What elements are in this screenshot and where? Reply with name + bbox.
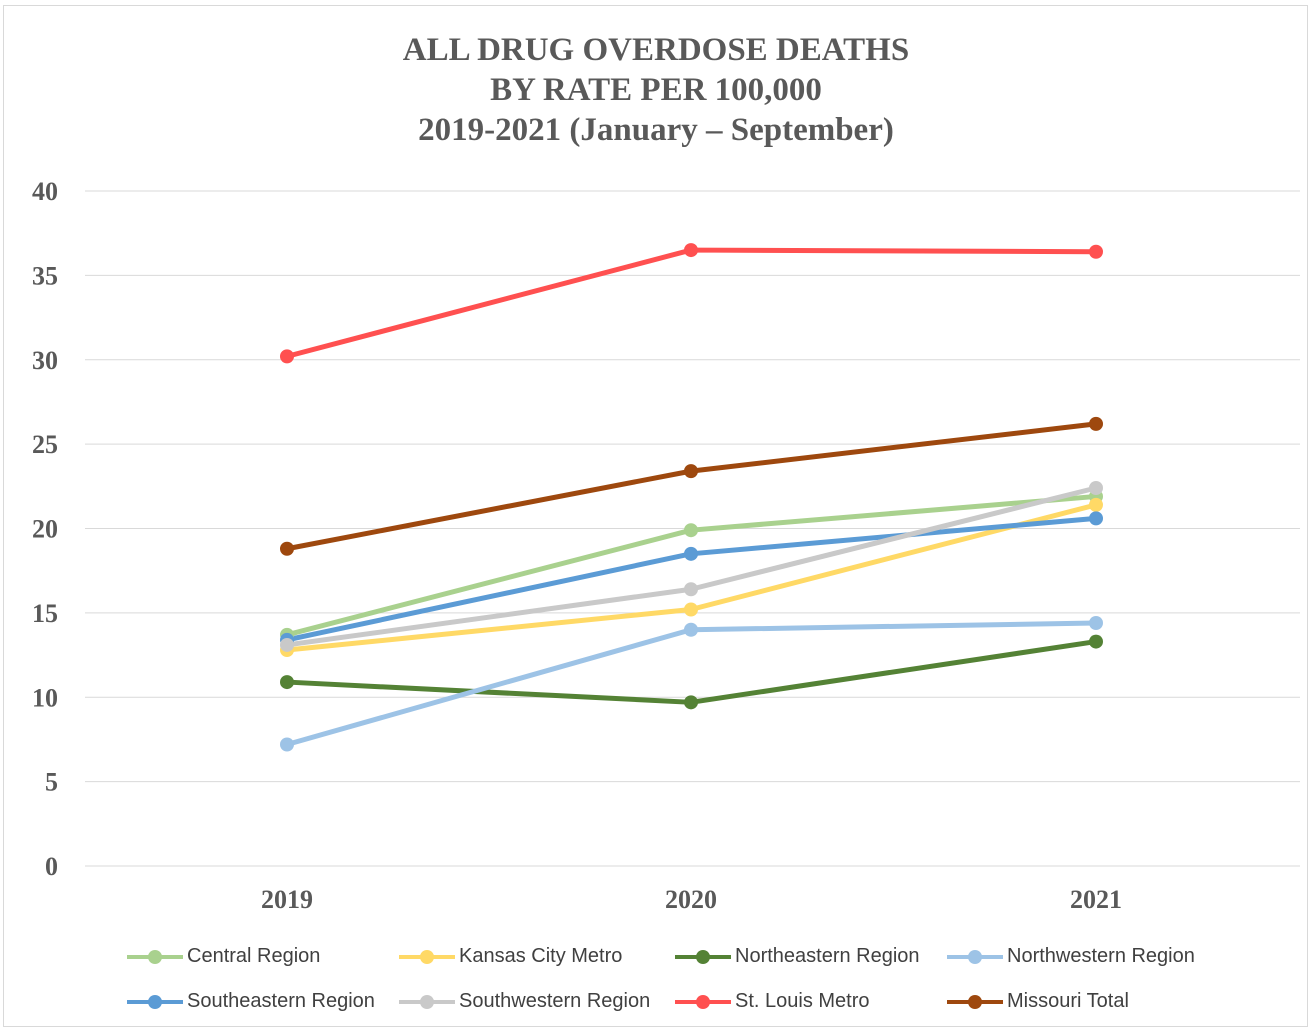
y-tick-label: 30 bbox=[32, 346, 58, 375]
data-point bbox=[280, 737, 294, 752]
series-line bbox=[284, 485, 1099, 648]
data-point bbox=[1089, 481, 1103, 495]
y-tick-label: 15 bbox=[32, 599, 58, 628]
data-point bbox=[684, 582, 698, 597]
y-tick-label: 35 bbox=[32, 261, 58, 290]
chart-title: ALL DRUG OVERDOSE DEATHS BY RATE PER 100… bbox=[0, 30, 1312, 150]
legend-row: Southeastern Region Southwestern Region St… bbox=[125, 979, 1285, 1024]
legend-item: Central Region bbox=[125, 945, 397, 968]
legend-item: Kansas City Metro bbox=[397, 945, 673, 968]
legend-label: Southeastern Region bbox=[187, 990, 375, 1012]
data-point bbox=[280, 675, 294, 690]
legend-swatch bbox=[397, 947, 457, 967]
gridlines bbox=[85, 190, 1300, 867]
legend-label: St. Louis Metro bbox=[735, 990, 870, 1012]
legend-label: Northwestern Region bbox=[1007, 945, 1195, 967]
data-point bbox=[1089, 497, 1103, 512]
x-tick-label: 2019 bbox=[261, 885, 313, 914]
legend-label: Kansas City Metro bbox=[459, 945, 623, 967]
y-tick-label: 25 bbox=[32, 430, 58, 459]
data-point bbox=[684, 602, 698, 617]
x-tick-label: 2021 bbox=[1070, 885, 1122, 914]
legend: Central Region Kansas City Metro Northeast… bbox=[125, 934, 1285, 1024]
data-point bbox=[684, 523, 698, 538]
legend-label: Northeastern Region bbox=[735, 945, 920, 967]
series-line bbox=[284, 620, 1099, 747]
data-point bbox=[1089, 244, 1103, 259]
series-line bbox=[284, 639, 1099, 705]
data-point bbox=[684, 622, 698, 637]
series-points bbox=[280, 243, 1103, 752]
title-line-3: 2019-2021 (January – September) bbox=[418, 112, 894, 148]
legend-swatch bbox=[125, 947, 185, 967]
data-point bbox=[684, 464, 698, 479]
data-point bbox=[280, 637, 294, 652]
legend-swatch bbox=[945, 992, 1005, 1012]
x-tick-label: 2020 bbox=[665, 885, 717, 914]
legend-row: Central Region Kansas City Metro Northeast… bbox=[125, 934, 1285, 979]
legend-swatch bbox=[397, 992, 457, 1012]
title-line-1: ALL DRUG OVERDOSE DEATHS bbox=[402, 32, 910, 68]
data-point bbox=[684, 243, 698, 258]
legend-item: Northeastern Region bbox=[673, 945, 945, 968]
legend-item: St. Louis Metro bbox=[673, 990, 945, 1013]
data-point bbox=[684, 546, 698, 561]
data-point bbox=[280, 541, 294, 556]
legend-label: Central Region bbox=[187, 945, 321, 967]
data-point bbox=[280, 349, 294, 364]
legend-swatch bbox=[673, 992, 733, 1012]
data-point bbox=[1089, 511, 1103, 526]
data-point bbox=[684, 695, 698, 710]
y-tick-label: 0 bbox=[45, 852, 58, 881]
legend-item: Southwestern Region bbox=[397, 990, 673, 1013]
y-tick-label: 40 bbox=[32, 177, 58, 206]
legend-item: Missouri Total bbox=[945, 990, 1235, 1013]
legend-item: Southeastern Region bbox=[125, 990, 397, 1013]
title-line-2: BY RATE PER 100,000 bbox=[490, 72, 822, 108]
y-tick-label: 5 bbox=[45, 768, 58, 797]
legend-swatch bbox=[673, 947, 733, 967]
data-point bbox=[1089, 634, 1103, 649]
legend-item: Northwestern Region bbox=[945, 945, 1235, 968]
legend-label: Southwestern Region bbox=[459, 990, 651, 1012]
legend-swatch bbox=[125, 992, 185, 1012]
y-axis-ticks: 0 5 10 15 20 25 30 35 40 bbox=[32, 177, 58, 881]
legend-label: Missouri Total bbox=[1007, 990, 1129, 1012]
data-point bbox=[1089, 416, 1103, 431]
y-tick-label: 10 bbox=[32, 683, 58, 712]
x-axis-ticks: 2019 2020 2021 bbox=[261, 885, 1122, 914]
y-tick-label: 20 bbox=[32, 515, 58, 544]
legend-swatch bbox=[945, 947, 1005, 967]
series-lines bbox=[284, 247, 1099, 747]
data-point bbox=[1089, 616, 1103, 630]
series-line bbox=[284, 247, 1099, 359]
